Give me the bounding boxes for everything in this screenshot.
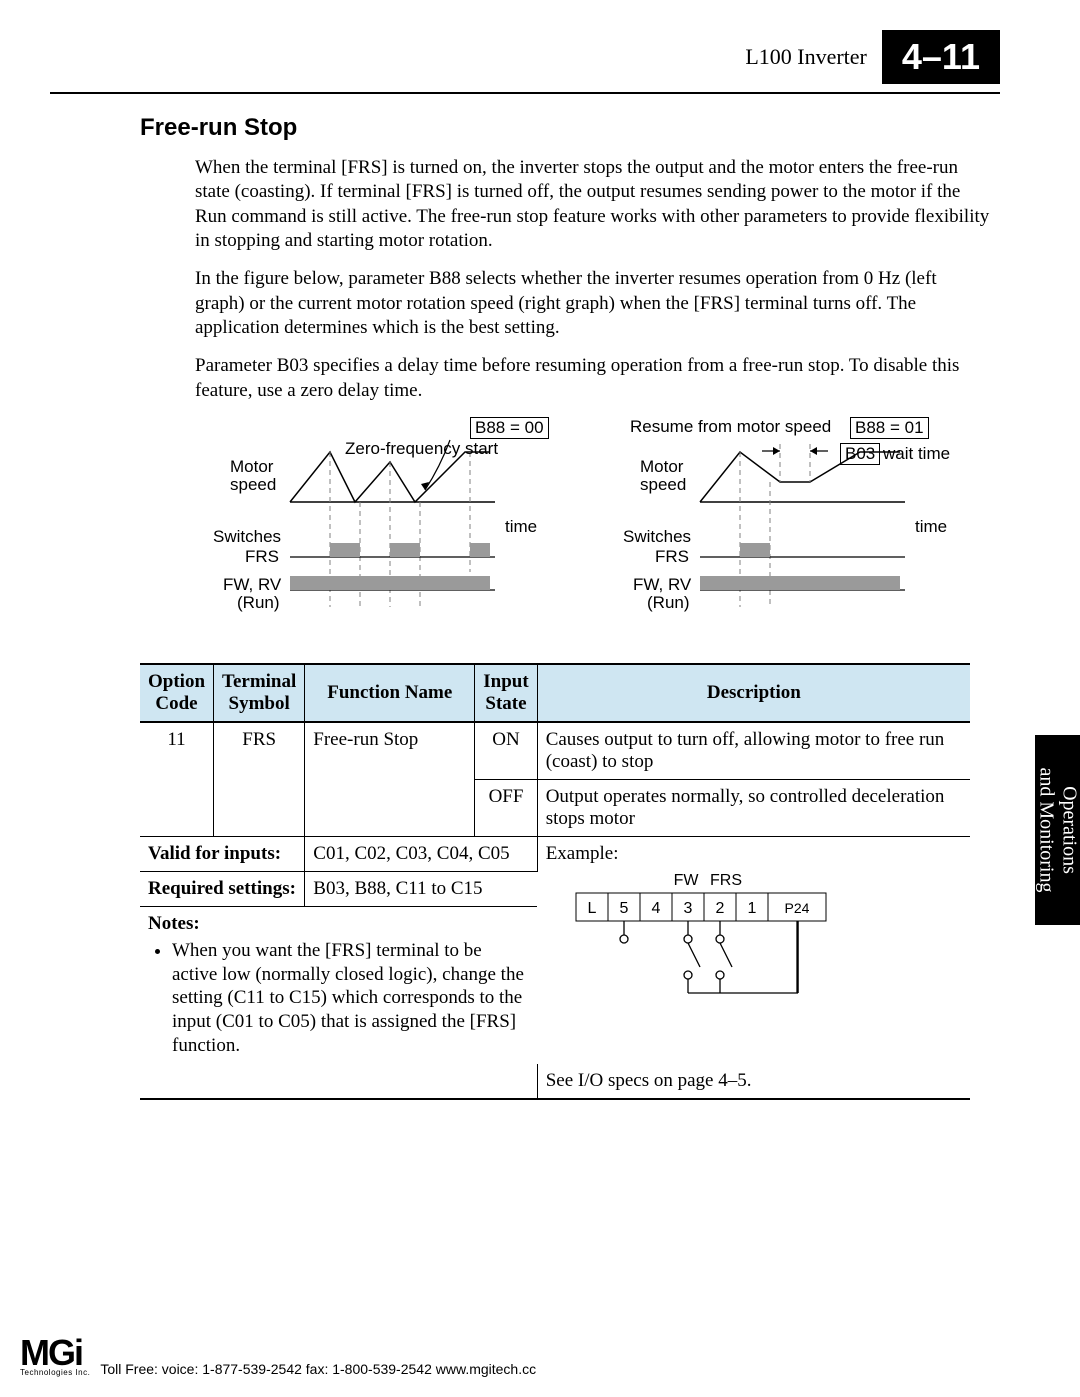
notes-cell: Notes: When you want the [FRS] terminal … xyxy=(140,906,537,1063)
lbl-motor-r: Motor xyxy=(640,457,683,477)
lbl-motor: Motor xyxy=(230,457,273,477)
example-diagram: FW FRS xyxy=(546,865,866,1015)
footer-contact: Toll Free: voice: 1-877-539-2542 fax: 1-… xyxy=(100,1361,536,1377)
paragraph-2: In the figure below, parameter B88 selec… xyxy=(140,267,990,340)
lbl-run-r: (Run) xyxy=(647,593,690,613)
th-fname: Function Name xyxy=(305,664,475,722)
page-number-tag: 4–11 xyxy=(882,30,1000,84)
lbl-time-left: time xyxy=(505,517,537,537)
required-label: Required settings: xyxy=(140,871,305,906)
product-name: L100 Inverter xyxy=(745,44,867,70)
lbl-frs-r: FRS xyxy=(655,547,689,567)
ex-fw: FW xyxy=(673,872,699,889)
table-row: 11 FRS Free-run Stop ON Causes output to… xyxy=(140,722,970,780)
table-row: See I/O specs on page 4–5. xyxy=(140,1064,970,1099)
logo: MGi Technologies Inc. xyxy=(20,1339,90,1377)
cell-symbol: FRS xyxy=(214,722,305,837)
svg-text:P24: P24 xyxy=(784,900,809,916)
lbl-frs-left: FRS xyxy=(245,547,279,567)
th-code: Option Code xyxy=(140,664,214,722)
page: L100 Inverter 4–11 Free-run Stop When th… xyxy=(50,30,1000,1100)
svg-text:5: 5 xyxy=(619,900,628,917)
table-row: Valid for inputs: C01, C02, C03, C04, C0… xyxy=(140,836,970,871)
lbl-fw-r: FW, RV xyxy=(633,575,691,595)
svg-text:1: 1 xyxy=(747,900,756,917)
subtitle-right: Resume from motor speed xyxy=(630,417,831,437)
subtitle-left: Zero-frequency start xyxy=(345,439,498,459)
cell-desc-off: Output operates normally, so controlled … xyxy=(537,779,970,836)
cell-fname: Free-run Stop xyxy=(305,722,475,837)
param-box-right: B88 = 01 xyxy=(850,417,929,439)
notes-label: Notes: xyxy=(148,913,200,934)
lbl-wait: wait time xyxy=(883,444,950,464)
parameter-table: Option Code Terminal Symbol Function Nam… xyxy=(140,663,970,1100)
diagram-right: Resume from motor speed B88 = 01 B03 wai… xyxy=(605,417,985,623)
b03-box: B03 xyxy=(840,443,880,465)
param-box-left: B88 = 00 xyxy=(470,417,549,439)
example-label: Example: xyxy=(546,843,962,865)
table-header-row: Option Code Terminal Symbol Function Nam… xyxy=(140,664,970,722)
th-state: Input State xyxy=(475,664,537,722)
ex-frs: FRS xyxy=(710,872,742,889)
side-tab-line1: Operations xyxy=(1059,786,1080,874)
paragraph-3: Parameter B03 specifies a delay time bef… xyxy=(140,354,990,403)
cell-state-off: OFF xyxy=(475,779,537,836)
lbl-fw-left: FW, RV xyxy=(223,575,281,595)
valid-value: C01, C02, C03, C04, C05 xyxy=(305,836,537,871)
cell-state-on: ON xyxy=(475,722,537,780)
cell-code: 11 xyxy=(140,722,214,837)
lbl-speed: speed xyxy=(230,475,276,495)
page-header: L100 Inverter 4–11 xyxy=(50,30,1000,84)
lbl-time-r: time xyxy=(915,517,947,537)
content-area: Free-run Stop When the terminal [FRS] is… xyxy=(50,114,1000,1100)
valid-label: Valid for inputs: xyxy=(140,836,305,871)
lbl-switches-left: Switches xyxy=(213,527,281,547)
example-cell: Example: FW FRS xyxy=(537,836,970,1063)
cell-desc-on: Causes output to turn off, allowing moto… xyxy=(537,722,970,780)
side-tab-line2: and Monitoring xyxy=(1036,768,1058,893)
svg-text:2: 2 xyxy=(715,900,724,917)
logo-sub: Technologies Inc. xyxy=(20,1368,90,1377)
paragraph-1: When the terminal [FRS] is turned on, th… xyxy=(140,156,990,253)
page-footer: MGi Technologies Inc. Toll Free: voice: … xyxy=(20,1339,536,1377)
svg-text:L: L xyxy=(587,900,596,917)
header-rule xyxy=(50,92,1000,94)
timing-diagrams: B88 = 00 Zero-frequency start Motor spee… xyxy=(195,417,990,623)
svg-text:3: 3 xyxy=(683,900,692,917)
th-desc: Description xyxy=(537,664,970,722)
lbl-switches-r: Switches xyxy=(623,527,691,547)
diagram-left: B88 = 00 Zero-frequency start Motor spee… xyxy=(195,417,575,623)
th-symbol: Terminal Symbol xyxy=(214,664,305,722)
note-item: When you want the [FRS] terminal to be a… xyxy=(172,939,529,1058)
example-spec: See I/O specs on page 4–5. xyxy=(537,1064,970,1099)
svg-text:4: 4 xyxy=(651,900,660,917)
section-title: Free-run Stop xyxy=(140,114,990,142)
lbl-run-left: (Run) xyxy=(237,593,280,613)
section-side-tab: Operations and Monitoring xyxy=(1035,735,1080,925)
logo-main: MGi xyxy=(20,1339,82,1368)
required-value: B03, B88, C11 to C15 xyxy=(305,871,537,906)
lbl-speed-r: speed xyxy=(640,475,686,495)
